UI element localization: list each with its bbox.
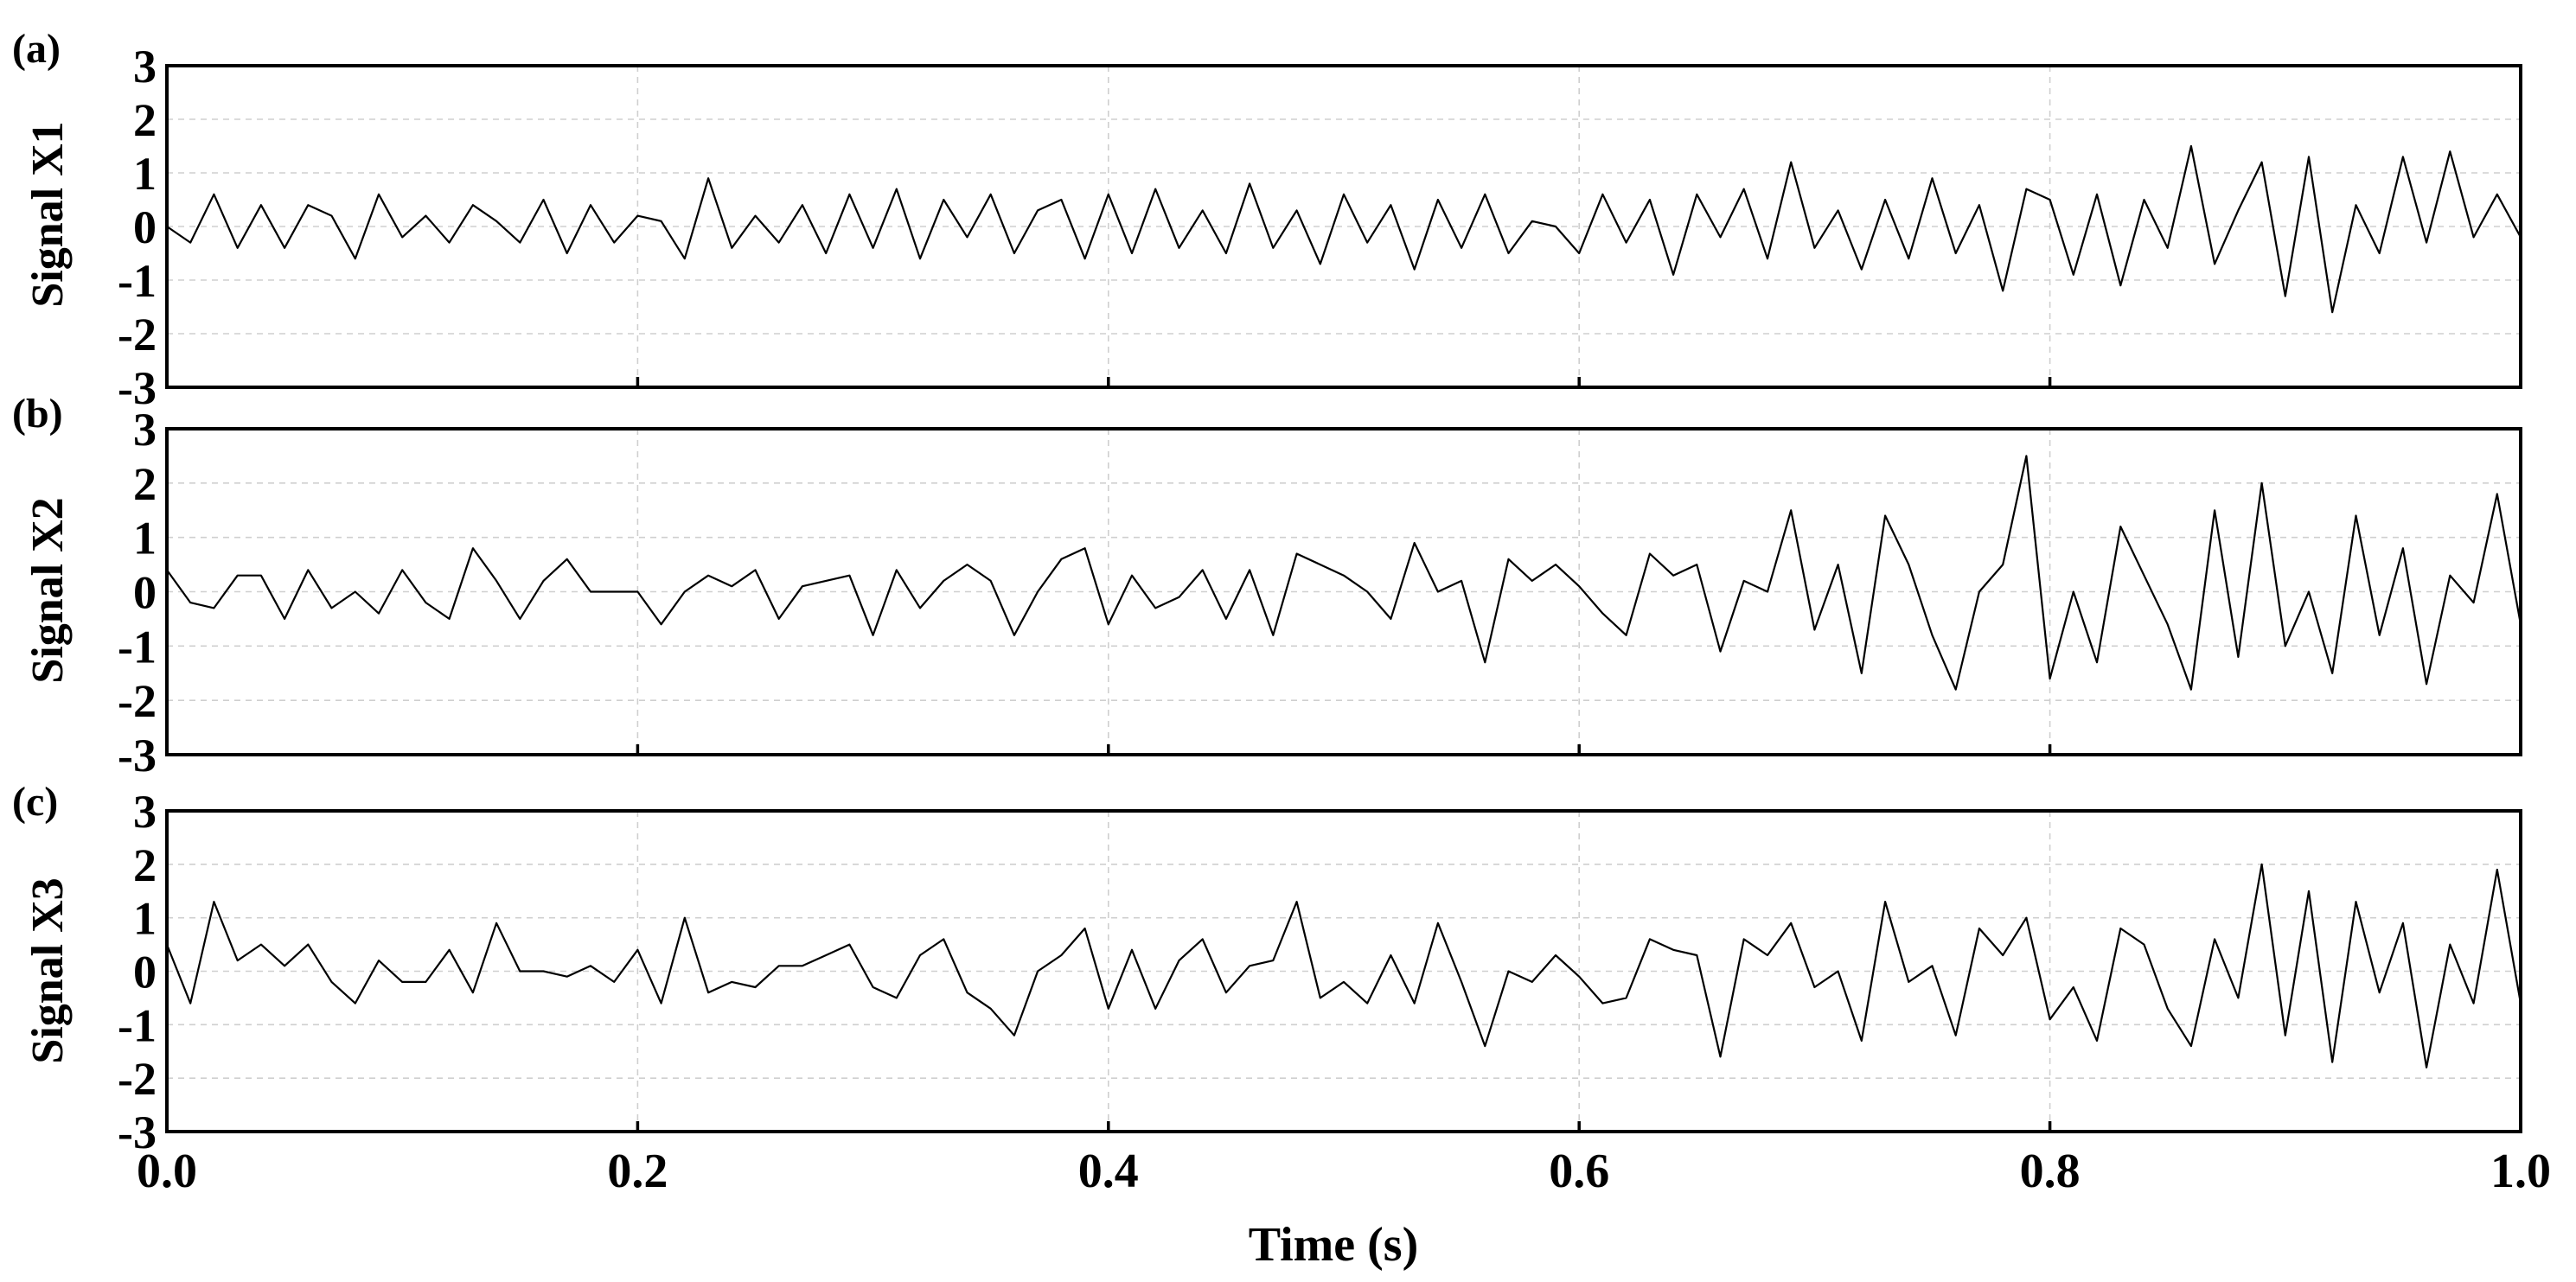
x-tick-label: 1.0 <box>2490 1145 2551 1198</box>
y-tick-label-c: -3 <box>118 1107 157 1158</box>
panel-label-b: (b) <box>12 391 63 437</box>
x-tick-label: 0.2 <box>607 1145 668 1198</box>
y-tick-label-a: -2 <box>118 309 157 360</box>
series-layer-b <box>166 455 2522 691</box>
y-tick-label-b: -2 <box>118 675 157 727</box>
y-tick-label-b: 3 <box>133 404 157 456</box>
y-tick-label-a: 3 <box>133 41 157 92</box>
y-tick-label-c: 0 <box>133 947 157 998</box>
series-layer-a <box>166 144 2522 314</box>
y-tick-label-c: -2 <box>118 1053 157 1105</box>
x-axis-label: Time (s) <box>1249 1218 1419 1272</box>
x-tick-label: 0.0 <box>137 1145 197 1198</box>
y-tick-label-a: 0 <box>133 201 157 253</box>
y-tick-label-a: -1 <box>118 255 157 307</box>
ylabel-b: Signal X2 <box>23 497 73 683</box>
axes-frame-c <box>165 809 2522 1133</box>
signal-line-a <box>166 144 2522 314</box>
y-tick-label-a: 1 <box>133 148 157 200</box>
signal-line-c <box>165 863 2522 1068</box>
series-layer-c <box>165 863 2522 1068</box>
axes-frame-b <box>165 427 2522 756</box>
panel-label-a: (a) <box>12 26 61 72</box>
y-tick-label-c: -1 <box>118 999 157 1051</box>
y-tick-label-a: 2 <box>133 94 157 146</box>
ylabel-a: Signal X1 <box>23 121 73 307</box>
y-tick-label-b: 2 <box>133 458 157 510</box>
axes-frame-a <box>165 64 2522 389</box>
y-tick-label-b: -3 <box>118 730 157 781</box>
y-tick-label-b: 0 <box>133 567 157 619</box>
y-tick-label-a: -3 <box>118 362 157 414</box>
y-tick-label-b: -1 <box>118 621 157 673</box>
signal-line-b <box>166 455 2522 691</box>
y-tick-label-b: 1 <box>133 513 157 564</box>
panel-label-c: (c) <box>12 779 58 825</box>
grid-c <box>167 811 2521 1132</box>
x-tick-label: 0.8 <box>2020 1145 2081 1198</box>
y-tick-label-c: 3 <box>133 786 157 838</box>
ylabel-c: Signal X3 <box>23 877 73 1063</box>
grid-a <box>167 66 2521 387</box>
x-tick-label: 0.4 <box>1078 1145 1139 1198</box>
grid-b <box>167 429 2521 755</box>
x-tick-labels: 0.0 0.2 0.4 0.6 0.8 1.0 <box>137 1145 2551 1198</box>
x-tick-label: 0.6 <box>1549 1145 1609 1198</box>
y-tick-label-c: 1 <box>133 893 157 945</box>
y-tick-label-c: 2 <box>133 839 157 891</box>
